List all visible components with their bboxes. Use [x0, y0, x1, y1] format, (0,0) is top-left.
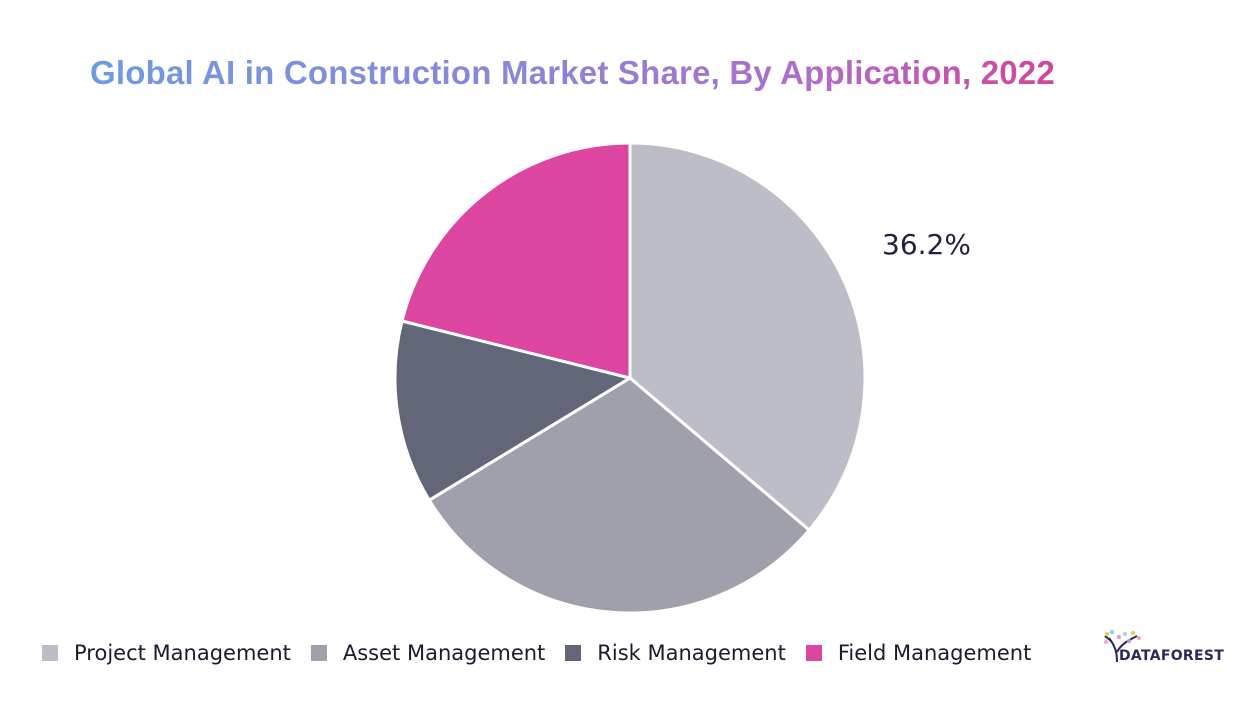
logo-text: DATAFOREST — [1119, 648, 1225, 664]
chart-title: Global AI in Construction Market Share, … — [90, 54, 1055, 91]
legend-item-project-management: Project Management — [42, 641, 291, 665]
legend: Project Management Asset Management Risk… — [42, 641, 1051, 665]
pie-slice-asset-management — [427, 376, 811, 615]
legend-item-risk-management: Risk Management — [565, 641, 786, 665]
legend-swatch — [310, 645, 327, 661]
tree-icon — [1104, 630, 1141, 663]
pie-slice-risk-management — [393, 319, 632, 502]
legend-item-asset-management: Asset Management — [310, 641, 546, 665]
legend-label: Project Management — [74, 641, 291, 665]
legend-swatch — [565, 645, 582, 661]
legend-swatch — [42, 645, 58, 661]
legend-item-field-management: Field Management — [805, 641, 1032, 665]
pie-slice-project-management — [628, 141, 867, 532]
legend-label: Field Management — [837, 641, 1032, 665]
legend-swatch — [805, 645, 822, 661]
legend-label: Risk Management — [597, 641, 786, 665]
legend-label: Asset Management — [342, 641, 546, 665]
pie-slice-field-management — [400, 141, 632, 380]
data-label-project-management: 36.2% — [882, 228, 971, 261]
dataforest-logo: DATAFOREST — [1103, 628, 1225, 668]
